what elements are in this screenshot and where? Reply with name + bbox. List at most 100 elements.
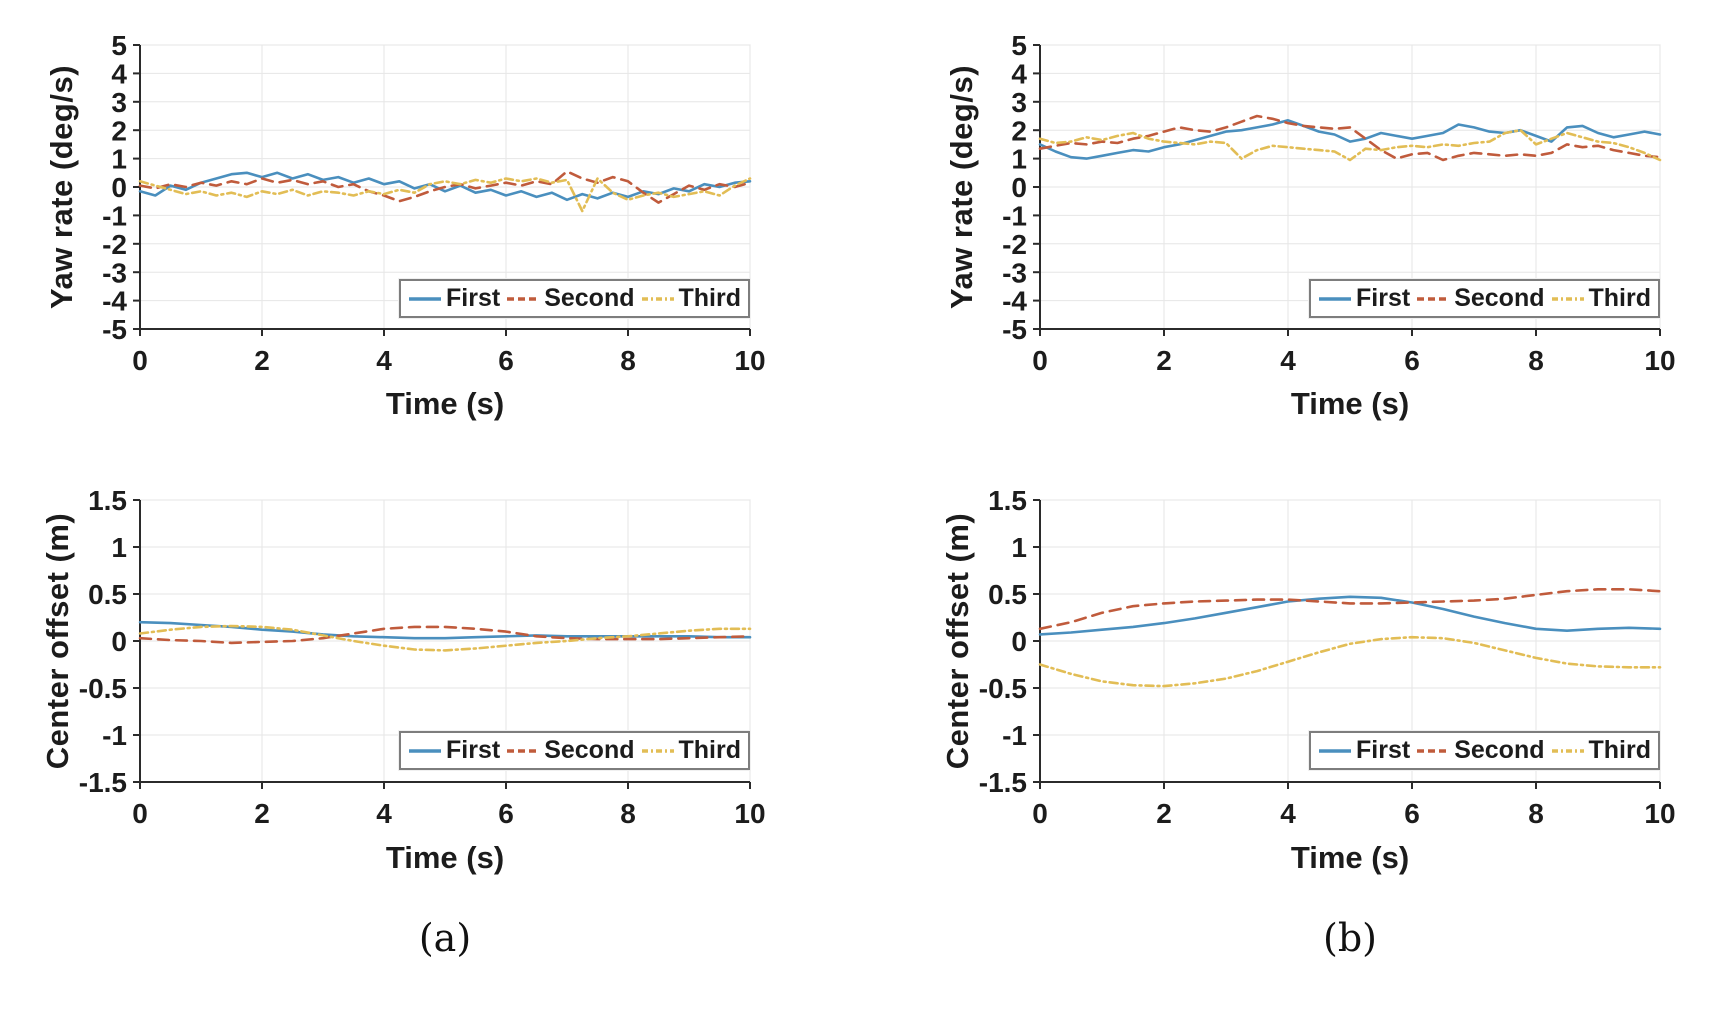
third-line-swatch <box>641 291 675 307</box>
x-tick-label: 10 <box>734 345 765 376</box>
x-tick-label: 0 <box>1032 798 1048 829</box>
second-line-swatch <box>506 743 540 759</box>
y-tick-label: -1 <box>102 200 127 231</box>
series-line-third <box>138 624 752 652</box>
x-tick-label: 2 <box>254 798 270 829</box>
x-axis-label: Time (s) <box>385 840 505 875</box>
series-line-second <box>1038 114 1662 162</box>
third-line-swatch <box>1551 743 1585 759</box>
legend-label: Second <box>1454 284 1545 312</box>
y-tick-label: -1 <box>102 720 127 751</box>
y-tick-label: -1 <box>1002 720 1027 751</box>
y-tick-label: 1 <box>111 144 127 175</box>
y-axis-label: Center offset (m) <box>40 512 75 770</box>
x-tick-label: 0 <box>1032 345 1048 376</box>
legend-label: Third <box>1588 284 1652 312</box>
y-tick-label: 1.5 <box>88 485 127 516</box>
y-tick-label: -3 <box>102 257 127 288</box>
x-tick-label: 0 <box>132 345 148 376</box>
y-tick-label: 0 <box>1011 626 1027 657</box>
legend: First Second Third <box>1309 279 1660 318</box>
y-tick-label: 5 <box>1011 30 1027 61</box>
series-line-second <box>1038 587 1662 631</box>
y-tick-label: -5 <box>1002 314 1027 345</box>
x-tick-label: 6 <box>1404 345 1420 376</box>
y-tick-label: 0 <box>111 626 127 657</box>
legend: First Second Third <box>1309 731 1660 770</box>
y-tick-label: -1 <box>1002 200 1027 231</box>
caption-a: (a) <box>418 916 472 960</box>
y-tick-label: -4 <box>1002 286 1027 317</box>
second-line-swatch <box>1416 743 1450 759</box>
y-tick-label: 3 <box>111 87 127 118</box>
legend: First Second Third <box>399 279 750 318</box>
legend-label: Second <box>544 284 635 312</box>
x-tick-label: 10 <box>1644 345 1675 376</box>
y-axis-label: Yaw rate (deg/s) <box>944 64 979 310</box>
y-tick-label: -5 <box>102 314 127 345</box>
first-line-swatch <box>1318 743 1352 759</box>
y-tick-label: 0 <box>111 172 127 203</box>
series-line-second <box>138 170 752 204</box>
x-axis-label: Time (s) <box>1290 840 1410 875</box>
x-tick-label: 8 <box>620 345 636 376</box>
y-tick-label: -4 <box>102 286 127 317</box>
series-line-third <box>1038 128 1662 162</box>
third-line-swatch <box>1551 291 1585 307</box>
legend-label: Third <box>678 736 742 764</box>
x-tick-label: 6 <box>498 345 514 376</box>
x-axis-label: Time (s) <box>1290 386 1410 421</box>
first-line-swatch <box>408 291 442 307</box>
legend-label: Third <box>678 284 742 312</box>
series-line-third <box>138 177 752 213</box>
y-tick-label: 1 <box>1011 144 1027 175</box>
y-tick-label: 1 <box>1011 532 1027 563</box>
y-tick-label: 0 <box>1011 172 1027 203</box>
y-tick-label: -2 <box>1002 229 1027 260</box>
legend-label: Second <box>544 736 635 764</box>
legend-label: Third <box>1588 736 1652 764</box>
x-tick-label: 4 <box>1280 345 1296 376</box>
series-line-first <box>138 171 752 202</box>
y-tick-label: 0.5 <box>88 579 127 610</box>
y-tick-label: -0.5 <box>79 673 127 704</box>
y-tick-label: -1.5 <box>79 767 127 798</box>
legend-label: First <box>446 284 501 312</box>
first-line-swatch <box>1318 291 1352 307</box>
y-tick-label: 3 <box>1011 87 1027 118</box>
legend: First Second Third <box>399 731 750 770</box>
second-line-swatch <box>506 291 540 307</box>
x-tick-label: 6 <box>1404 798 1420 829</box>
third-line-swatch <box>641 743 675 759</box>
y-tick-label: -2 <box>102 229 127 260</box>
series-line-first <box>138 620 752 640</box>
x-axis-label: Time (s) <box>385 386 505 421</box>
legend-label: First <box>1356 284 1411 312</box>
y-axis-label: Yaw rate (deg/s) <box>44 64 79 310</box>
series-line-third <box>1038 635 1662 688</box>
x-tick-label: 8 <box>620 798 636 829</box>
y-tick-label: -0.5 <box>979 673 1027 704</box>
legend-label: First <box>1356 736 1411 764</box>
y-tick-label: 1.5 <box>988 485 1027 516</box>
y-tick-label: 0.5 <box>988 579 1027 610</box>
x-tick-label: 2 <box>254 345 270 376</box>
x-tick-label: 4 <box>1280 798 1296 829</box>
y-tick-label: 4 <box>1011 58 1027 89</box>
x-tick-label: 10 <box>734 798 765 829</box>
y-tick-label: 2 <box>111 115 127 146</box>
y-tick-label: -1.5 <box>979 767 1027 798</box>
x-tick-label: 4 <box>376 345 392 376</box>
y-tick-label: -3 <box>1002 257 1027 288</box>
first-line-swatch <box>408 743 442 759</box>
x-tick-label: 0 <box>132 798 148 829</box>
x-tick-label: 8 <box>1528 345 1544 376</box>
x-tick-label: 6 <box>498 798 514 829</box>
x-tick-label: 2 <box>1156 345 1172 376</box>
y-tick-label: 1 <box>111 532 127 563</box>
legend-label: Second <box>1454 736 1545 764</box>
series-line-first <box>1038 595 1662 636</box>
x-tick-label: 8 <box>1528 798 1544 829</box>
